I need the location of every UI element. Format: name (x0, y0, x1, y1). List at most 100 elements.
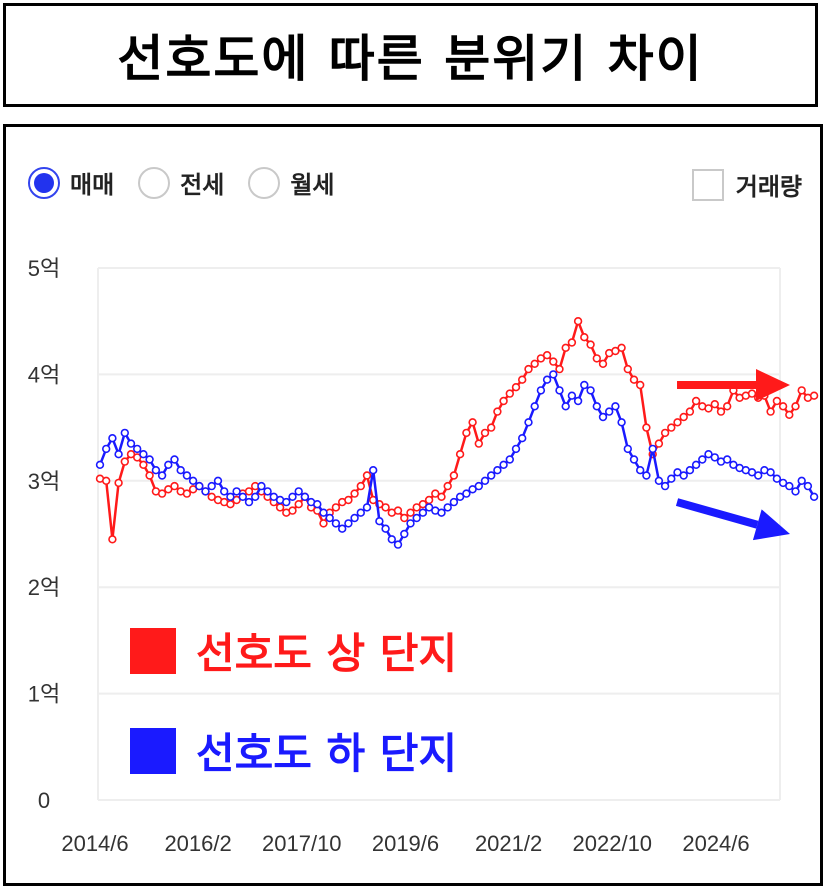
data-point-low (344, 519, 353, 528)
data-point-high (530, 359, 539, 368)
data-point-low (257, 481, 266, 491)
data-point-high (449, 471, 459, 480)
data-point-low (151, 466, 161, 475)
data-point-low (586, 386, 595, 395)
data-point-high (393, 506, 403, 515)
x-tick-label: 2017/10 (262, 831, 342, 856)
data-point-low (778, 478, 788, 488)
data-point-high (623, 364, 632, 374)
data-point-low (294, 487, 303, 496)
radio-sale[interactable]: 매매 (28, 165, 114, 200)
data-point-high (797, 386, 806, 395)
data-point-low (207, 481, 216, 491)
data-point-low (238, 492, 248, 501)
radio-monthly-rent-label: 월세 (290, 171, 335, 199)
data-point-high (598, 359, 608, 368)
radio-sale-circle[interactable] (28, 166, 60, 199)
data-point-low (623, 444, 632, 454)
data-point-low (120, 428, 130, 438)
data-point-low (406, 519, 415, 528)
data-point-high (673, 418, 682, 427)
data-point-high (772, 396, 782, 406)
x-tick-label: 2021/2 (475, 831, 542, 856)
data-point-high (114, 478, 123, 488)
x-tick-label: 2019/6 (372, 831, 439, 856)
data-point-high (381, 503, 390, 512)
data-point-high (617, 343, 626, 352)
data-point-low (710, 453, 719, 462)
data-point-high (331, 503, 341, 512)
data-point-low (549, 370, 558, 379)
x-tick-label: 2024/6 (682, 831, 749, 856)
data-point-high (567, 338, 577, 347)
data-point-low (629, 455, 639, 464)
data-point-low (654, 476, 664, 485)
series-line-low (98, 373, 816, 546)
volume-checkbox[interactable] (691, 168, 724, 201)
radio-monthly-rent-circle[interactable] (248, 166, 281, 199)
radio-sale-label: 매매 (70, 171, 115, 199)
data-point-high (766, 407, 775, 416)
data-point-high (455, 450, 465, 459)
trend-arrow-head-flat (756, 369, 790, 402)
data-point-high (437, 492, 446, 501)
data-point-high (424, 495, 434, 505)
data-point-low (809, 492, 819, 501)
volume-toggle[interactable]: 거래량 (691, 167, 802, 202)
data-point-high (418, 500, 428, 509)
y-tick-label: 0 (38, 788, 50, 813)
data-point-high (660, 428, 670, 438)
data-point-low (753, 471, 763, 480)
trend-arrow-shaft-down (675, 498, 759, 529)
data-point-low (400, 529, 409, 539)
data-point-low (493, 466, 502, 475)
data-point-low (648, 444, 657, 454)
data-point-high (244, 487, 254, 496)
data-point-high (108, 535, 117, 544)
data-point-low (350, 513, 359, 523)
radio-jeonse-circle[interactable] (138, 166, 171, 199)
data-point-low (325, 513, 334, 523)
data-point-high (474, 439, 483, 448)
data-point-high (710, 400, 719, 409)
radio-jeonse[interactable]: 전세 (138, 165, 224, 200)
data-point-low (232, 487, 241, 496)
data-point-low (611, 402, 620, 411)
data-point-high (493, 407, 502, 416)
data-point-high (350, 489, 359, 498)
data-point-low (673, 468, 682, 477)
data-point-low (362, 503, 372, 512)
radio-monthly-rent[interactable]: 월세 (248, 165, 335, 200)
data-point-high (499, 396, 508, 406)
data-point-low (182, 471, 192, 480)
data-point-high (164, 485, 173, 494)
y-tick-label: 1억 (28, 682, 60, 707)
y-tick-label: 3억 (28, 469, 60, 494)
data-point-low (126, 439, 136, 448)
data-point-high (344, 495, 353, 505)
data-point-low (213, 476, 223, 485)
data-point-low (555, 386, 564, 395)
data-point-high (778, 402, 788, 411)
data-point-low (176, 466, 185, 475)
data-point-low (95, 460, 105, 469)
data-point-low (288, 492, 297, 501)
trend-arrow-head-down (752, 509, 790, 541)
data-point-low (685, 466, 695, 475)
data-point-low (188, 476, 198, 485)
data-point-low (164, 460, 173, 469)
data-point-high (586, 340, 595, 349)
data-point-low (170, 455, 179, 464)
data-point-low (157, 471, 167, 480)
data-point-low (598, 412, 608, 422)
data-point-low (108, 434, 117, 443)
grid (97, 267, 781, 801)
data-point-high (443, 481, 452, 491)
data-point-high (542, 351, 552, 360)
data-point-high (356, 481, 365, 491)
data-point-low (201, 487, 210, 496)
radio-jeonse-label: 전세 (180, 171, 225, 199)
data-point-low (226, 492, 235, 501)
data-point-low (542, 375, 552, 384)
